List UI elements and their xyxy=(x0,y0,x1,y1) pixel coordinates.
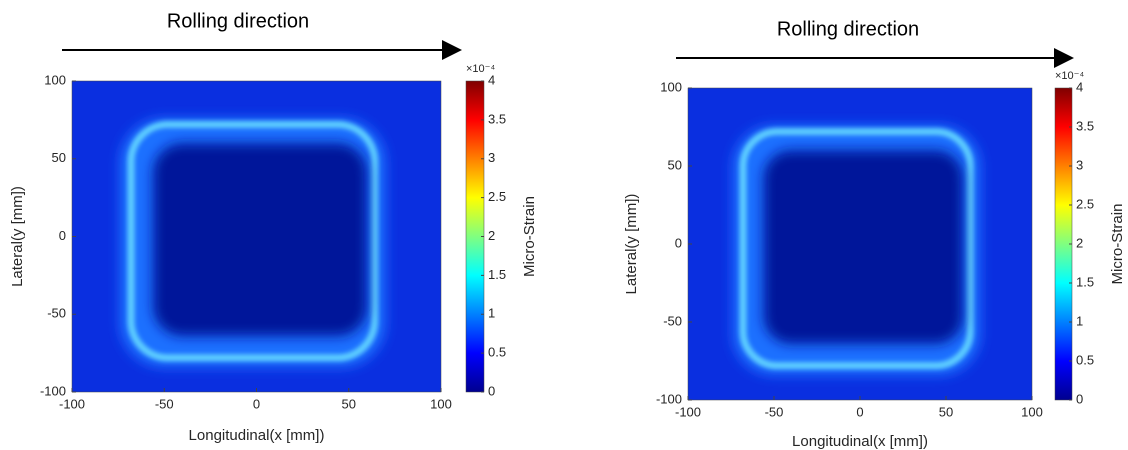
chart-title: Rolling direction xyxy=(167,10,309,32)
y-tick-label: 50 xyxy=(668,157,682,172)
x-tick-label: 50 xyxy=(939,404,953,419)
colorbar-tick-label: 3.5 xyxy=(1076,118,1094,133)
colorbar-tick-label: 4 xyxy=(488,72,495,87)
x-tick-label: 100 xyxy=(1021,404,1043,419)
colorbar-tick-label: 3 xyxy=(488,150,495,165)
colorbar-tick-label: 3.5 xyxy=(488,111,506,126)
heatmap-ring xyxy=(127,121,379,362)
y-axis-label: Lateral(y [mm]) xyxy=(9,186,26,287)
x-tick-label: -50 xyxy=(765,404,784,419)
heatmap xyxy=(688,88,1032,400)
colorbar-tick-label: 2 xyxy=(1076,235,1083,250)
chart-title: Rolling direction xyxy=(777,18,919,40)
colorbar-tick-label: 1 xyxy=(488,306,495,321)
colorbar-tick-label: 1.5 xyxy=(488,267,506,282)
y-tick-label: 100 xyxy=(44,72,66,87)
x-tick-label: 0 xyxy=(856,404,863,419)
colorbar-tick-label: 0.5 xyxy=(488,345,506,360)
colorbar-tick-label: 3 xyxy=(1076,157,1083,172)
x-tick-label: 50 xyxy=(342,396,356,411)
colorbar-tick-label: 1 xyxy=(1076,313,1083,328)
heatmap-core xyxy=(763,150,964,344)
chart-panel: Rolling direction -100 -50 0 50 100 -100 -50 0 50… xyxy=(623,18,1126,450)
x-tick-label: -100 xyxy=(59,396,85,411)
y-tick-label: -100 xyxy=(656,391,682,406)
x-axis-label: Longitudinal(x [mm]) xyxy=(189,427,325,444)
x-tick-label: 100 xyxy=(430,396,452,411)
y-tick-label: -50 xyxy=(663,313,682,328)
heatmap-core xyxy=(153,143,368,337)
y-tick-label: 0 xyxy=(59,228,66,243)
colorbar-tick-label: 2 xyxy=(488,228,495,243)
y-tick-label: 100 xyxy=(660,79,682,94)
y-tick-label: -50 xyxy=(47,306,66,321)
y-tick-label: 50 xyxy=(52,150,66,165)
colorbar-tick-label: 0 xyxy=(488,383,495,398)
colorbar-tick-label: 2.5 xyxy=(1076,196,1094,211)
heatmap xyxy=(72,81,441,392)
x-axis-label: Longitudinal(x [mm]) xyxy=(792,433,928,450)
colorbar-label: Micro-Strain xyxy=(1109,204,1126,285)
colorbar-tick-label: 1.5 xyxy=(1076,274,1094,289)
x-tick-label: 0 xyxy=(253,396,260,411)
colorbar-exponent: ×10⁻⁴ xyxy=(1055,70,1084,82)
x-tick-label: -100 xyxy=(675,404,701,419)
colorbar-tick-label: 0.5 xyxy=(1076,352,1094,367)
chart-panel: Rolling direction -100 -50 0 50 100 -100 -50 0 50… xyxy=(9,10,538,444)
colorbar-label: Micro-Strain xyxy=(521,196,538,277)
y-tick-label: 0 xyxy=(675,235,682,250)
colorbar-tick-label: 2.5 xyxy=(488,189,506,204)
y-tick-label: -100 xyxy=(40,383,66,398)
colorbar-tick-label: 4 xyxy=(1076,79,1083,94)
colorbar-exponent: ×10⁻⁴ xyxy=(466,63,495,75)
colorbar-tick-label: 0 xyxy=(1076,391,1083,406)
heatmap-ring xyxy=(739,128,974,370)
x-tick-label: -50 xyxy=(155,396,174,411)
y-axis-label: Lateral(y [mm]) xyxy=(623,194,640,295)
